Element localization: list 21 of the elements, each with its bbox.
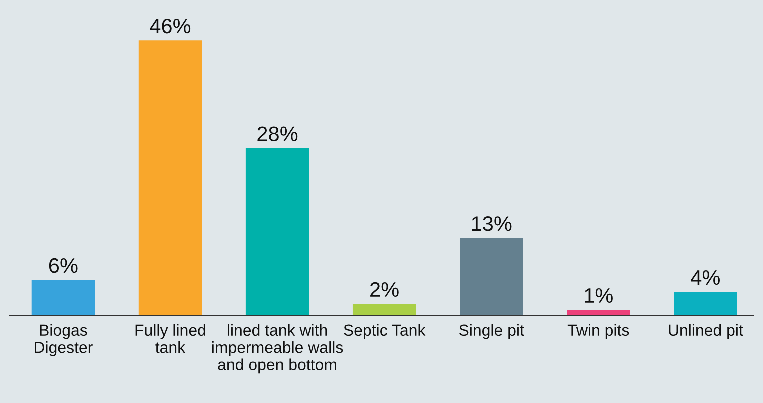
x-tick-label: Septic Tank [344, 324, 426, 340]
x-tick-label: Single pit [459, 324, 524, 340]
x-tick-label: Fully lined tank [136, 324, 206, 354]
data-label: 6% [49, 258, 78, 274]
bar [674, 292, 738, 316]
x-tick-label: Unlined pit [669, 324, 744, 340]
bar [352, 304, 416, 316]
bar [567, 310, 630, 316]
bar [32, 280, 96, 316]
x-tick-label: lined tank with impermeable walls and open bottom [212, 324, 344, 374]
bar [246, 148, 310, 316]
x-tick-label: Twin pits [568, 324, 630, 340]
data-label: 4% [691, 270, 720, 286]
bar [138, 40, 202, 316]
data-label: 28% [258, 126, 298, 142]
data-label: 46% [150, 18, 191, 34]
bar [460, 238, 524, 316]
data-label: 1% [585, 288, 613, 304]
data-label: 13% [472, 216, 512, 232]
x-tick-label: Biogas Digester [35, 324, 93, 356]
data-label: 2% [370, 282, 399, 298]
